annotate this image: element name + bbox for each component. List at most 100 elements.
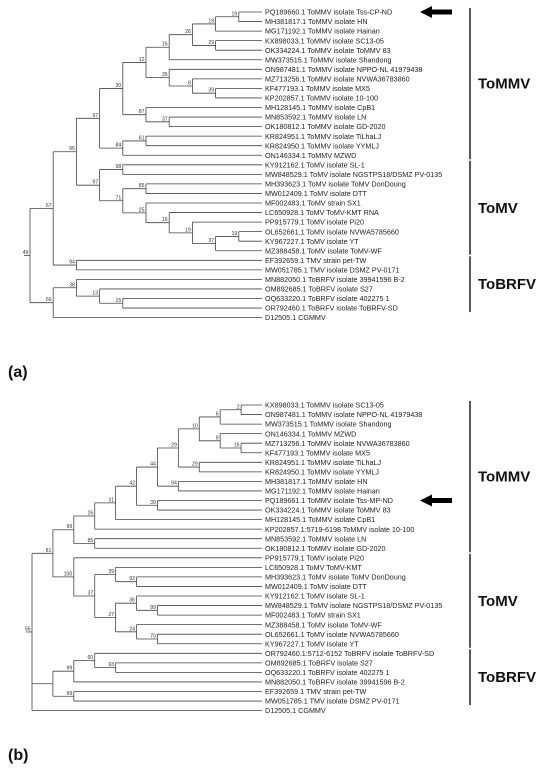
leaf-label: MN882050.1 ToBRFV isolate 39941596 B-2: [265, 275, 405, 284]
leaf-label: KF477193.1 ToMMV isolate MX5: [265, 84, 370, 93]
bootstrap-value: 26: [87, 511, 93, 517]
bootstrap-value: 16: [234, 442, 240, 448]
leaf-label: MH393623.1 ToMV isolate ToMV DonDoung: [265, 180, 406, 189]
clade-label-tomv: ToMV: [478, 593, 518, 610]
leaf-label: KR824951.1 ToMMV isolate TiLhaLJ: [265, 132, 382, 141]
leaf-label: MW051785.1 TMV isolate DSMZ PV-0171: [265, 265, 400, 274]
leaf-label: OK180812.1 ToMMV isolate GD-2020: [265, 122, 386, 131]
bootstrap-value: 19: [208, 18, 214, 24]
leaf-label: KY912162.1 ToMV isolate SL-1: [265, 160, 365, 169]
leaf-label: PP915779.1 ToMV isolate Pi20: [265, 218, 364, 227]
clade-label-tommv: ToMMV: [478, 469, 530, 486]
bootstrap-value: 16: [162, 42, 168, 48]
bootstrap-value: 67: [46, 203, 52, 209]
bootstrap-value: 39: [150, 500, 156, 506]
leaf-label: MZ713256.1 ToMMV isolate NVWA36783860: [265, 439, 410, 448]
bootstrap-value: 29: [192, 462, 198, 468]
highlight-arrow-icon: [420, 6, 452, 18]
bootstrap-value: 94: [171, 481, 177, 487]
leaf-label: MN882050.1 ToBRFV isolate 39941596 B-2: [265, 678, 405, 687]
tree-panel-a: (a) PQ189660.1 ToMMV isolate Tss-CP-NDMH…: [8, 6, 536, 381]
tree-panel-b: (b) KX898033.1 ToMMV isolate SC13-05ON98…: [8, 401, 536, 764]
bootstrap-value: 66: [46, 297, 52, 303]
bootstrap-value: 99: [67, 691, 73, 697]
bootstrap-value: 37: [162, 116, 168, 122]
leaf-label: MG171192.1 ToMMV isolate Hainan: [265, 27, 380, 36]
leaf-label: MH128145.1 ToMMV isolate CpB1: [265, 103, 375, 112]
leaf-label: KP202857.1:5719-6198 ToMMV isolate 10-10…: [265, 525, 414, 534]
leaf-label: MN853592.1 ToMMV isolate LN: [265, 534, 366, 543]
leaf-label: MH128145.1 ToMMV isolate CpB1: [265, 515, 375, 524]
leaf-label: KY912162.1 ToMV isolate SL-1: [265, 592, 365, 601]
leaf-label: KF477193.1 ToMMV isolate MX5: [265, 448, 370, 457]
leaf-label: MW373515.1 ToMMV isolate Shandong: [265, 420, 392, 429]
clade-label-tobrfv: ToBRFV: [478, 669, 536, 686]
bootstrap-value: 19: [185, 227, 191, 233]
leaf-label: KY967227.1 ToMV isolate YT: [265, 237, 359, 246]
bootstrap-value: 71: [116, 195, 122, 201]
bootstrap-value: 60: [87, 655, 93, 661]
bootstrap-value: 85: [139, 183, 145, 189]
bootstrap-value: 93: [108, 662, 114, 668]
bootstrap-value: 85: [87, 538, 93, 544]
bootstrap-value: 99: [150, 605, 156, 611]
leaf-label: OK334224.1 ToMMV isolate ToMMV 83: [265, 506, 391, 515]
leaf-label: MW012409.1 ToMV isolate DTT: [265, 189, 367, 198]
bootstrap-value: 8: [188, 81, 191, 87]
bootstrap-value: 39: [208, 88, 214, 94]
leaf-label: LC650928.1 ToMV ToMV-KMT: [265, 563, 362, 572]
bootstrap-value: 28: [185, 29, 191, 35]
leaf-label: OQ633220.1 ToBRFV isolate 402275 1: [265, 294, 390, 303]
bootstrap-value: 29: [208, 40, 214, 46]
bootstrap-value: 27: [108, 612, 114, 618]
leaf-label: OR792460.1 ToBRFV isolate ToBRFV-SD: [265, 304, 398, 313]
bootstrap-value: 19: [232, 11, 238, 17]
leaf-label: MH381817.1 ToMMV isolate HN: [265, 17, 368, 26]
bootstrap-value: 70: [150, 633, 156, 639]
bootstrap-value: 35: [162, 72, 168, 78]
leaf-label: KX898033.1 ToMMV isolate SC13-05: [265, 36, 384, 45]
bootstrap-value: 9: [216, 435, 219, 441]
bootstrap-value: 87: [139, 109, 145, 115]
leaf-label: MZ388458.1 ToMV isolate ToMV-WF: [265, 620, 382, 629]
bootstrap-value: 37: [208, 238, 214, 244]
leaf-label: KP202857.1 ToMMV isolate 10-100: [265, 94, 378, 103]
leaf-label: OL652661.1 ToMV isolate NVWA5785660: [265, 630, 399, 639]
leaf-label: EF392659.1 TMV strain pet-TW: [265, 687, 367, 696]
bootstrap-value: 31: [108, 497, 114, 503]
clade-label-tobrfv: ToBRFV: [478, 276, 536, 293]
bootstrap-value: 37: [87, 591, 93, 597]
bootstrap-value: 95: [69, 146, 75, 152]
bootstrap-value: 38: [69, 282, 75, 288]
bootstrap-value: 24: [129, 626, 135, 632]
leaf-label: ON146334.1 ToMMV MZWD: [265, 429, 356, 438]
bootstrap-value: 10: [192, 423, 198, 429]
bootstrap-value: 61: [139, 135, 145, 141]
bootstrap-value: 84: [116, 143, 122, 149]
clade-label-tommv: ToMMV: [478, 76, 530, 93]
leaf-label: PP915779.1 ToMV isolate Pi20: [265, 553, 364, 562]
leaf-label: MZ713256.1 ToMMV isolate NVWA36783860: [265, 74, 410, 83]
leaf-label: KX898033.1 ToMMV isolate SC13-05: [265, 401, 384, 410]
bootstrap-value: 56: [25, 626, 31, 632]
leaf-label: ON987481.1 ToMMV isolate NPPO-NL 4197943…: [265, 410, 422, 419]
leaf-label: MW051785.1 TMV isolate DSMZ PV-0171: [265, 697, 400, 706]
bootstrap-value: 6: [216, 411, 219, 417]
leaf-label: OR792460.1:5712-6152 ToBRFV isolate ToBR…: [265, 649, 434, 658]
leaf-label: OK334224.1 ToMMV isolate ToMMV 83: [265, 46, 391, 55]
leaf-label: KR824950.1 ToMMV isolate YYMLJ: [265, 467, 379, 476]
bootstrap-value: 92: [129, 576, 135, 582]
leaf-label: LC650928.1 ToMV ToMV-KMT RNA: [265, 208, 379, 217]
leaf-label: MW848529.1 ToMV isolate NGSTPS18/DSMZ PV…: [265, 170, 442, 179]
bootstrap-value: 16: [162, 217, 168, 223]
bootstrap-value: 25: [139, 207, 145, 213]
leaf-label: PQ189661.1 ToMMV isolate Tss-MP-ND: [265, 496, 393, 505]
leaf-label: MF002483.1 ToMV strain SX1: [265, 199, 361, 208]
leaf-label: D12505.1 CGMMV: [265, 706, 326, 715]
leaf-label: ON146334.1 ToMMV MZWD: [265, 151, 356, 160]
bootstrap-value: 98: [116, 164, 122, 170]
bootstrap-value: 97: [92, 113, 98, 119]
leaf-label: MW373515.1 ToMMV isolate Shandong: [265, 55, 392, 64]
bootstrap-value: 2: [237, 404, 240, 410]
